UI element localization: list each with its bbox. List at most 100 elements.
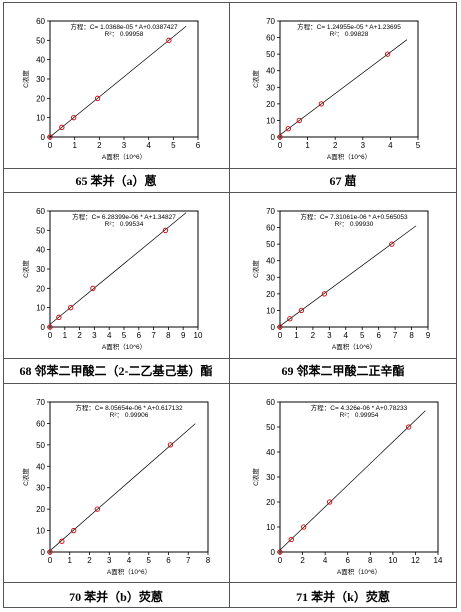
data-point: [68, 305, 74, 311]
x-tick-label: 4: [323, 556, 328, 565]
x-tick-label: 2: [333, 141, 338, 150]
equation-label: 方程：C= 7.31061e-06 * A+0.565053: [300, 212, 408, 221]
y-axis-label: C浓度: [21, 468, 30, 486]
x-axis-label: A面积（10^6）: [337, 567, 381, 576]
r2-label: R²： 0.99534: [105, 221, 144, 228]
y-tick-label: 20: [266, 100, 275, 109]
x-tick-label: 4: [388, 141, 393, 150]
y-tick-label: 50: [266, 50, 275, 59]
x-tick-label: 0: [48, 331, 53, 340]
y-tick-label: 40: [36, 462, 45, 471]
data-point: [288, 536, 294, 543]
caption-68: 68 邻苯二甲酸二（2-二乙基己基）酯: [19, 364, 213, 378]
x-axis-label: A面积（10^6）: [332, 342, 376, 351]
x-tick-label: 6: [376, 331, 381, 340]
row-divider: [3, 192, 457, 193]
y-tick-label: 70: [36, 398, 45, 407]
x-tick-label: 10: [194, 331, 203, 340]
x-tick-label: 2: [311, 331, 316, 340]
x-tick-label: 8: [166, 331, 171, 340]
y-tick-label: 0: [41, 323, 46, 332]
data-point: [59, 124, 65, 130]
x-tick-label: 6: [137, 331, 142, 340]
r2-label: R²： 0.99906: [110, 412, 149, 419]
x-tick-label: 3: [122, 141, 127, 150]
y-tick-label: 40: [36, 56, 45, 65]
y-tick-label: 50: [36, 226, 45, 235]
data-point: [301, 524, 307, 530]
x-tick-label: 0: [48, 556, 53, 565]
x-tick-label: 7: [186, 556, 191, 565]
y-tick-label: 0: [271, 133, 276, 142]
row-divider: [3, 383, 457, 384]
row-divider: [3, 168, 457, 169]
x-tick-label: 8: [206, 556, 211, 565]
x-tick-label: 6: [196, 141, 201, 150]
x-axis-label: A面积（10^6）: [102, 152, 146, 161]
data-point: [321, 291, 328, 297]
x-axis-label: A面积（10^6）: [107, 567, 151, 576]
y-tick-label: 60: [266, 224, 275, 233]
x-tick-label: 2: [87, 556, 92, 565]
x-tick-label: 4: [107, 331, 112, 340]
x-tick-label: 5: [360, 331, 365, 340]
data-point: [90, 285, 96, 291]
table-border: [3, 2, 457, 608]
equation-label: 方程：C= 8.05654e-06 * A+0.617132: [75, 403, 183, 412]
caption-65: 65 苯并（a）蒽: [75, 174, 157, 188]
y-tick-label: 30: [36, 265, 45, 274]
equation-label: 方程：C= 1.0368e-05 * A+0.0387427: [70, 22, 178, 31]
x-tick-label: 4: [146, 141, 151, 150]
x-tick-label: 3: [107, 556, 112, 565]
caption-71: 71 苯并（k）荧蒽: [296, 590, 390, 604]
y-tick-label: 0: [41, 548, 46, 557]
y-tick-label: 30: [266, 273, 275, 282]
caption-70: 70 苯并（b）荧蒽: [69, 590, 163, 604]
y-tick-label: 10: [266, 116, 275, 125]
x-tick-label: 2: [97, 141, 102, 150]
y-tick-label: 40: [266, 257, 275, 266]
data-point: [327, 499, 333, 505]
x-tick-label: 10: [388, 556, 397, 565]
data-point: [277, 549, 283, 555]
x-tick-label: 4: [127, 556, 132, 565]
data-point: [56, 314, 62, 320]
x-tick-label: 4: [344, 331, 349, 340]
column-divider: [229, 2, 230, 608]
x-axis-label: A面积（10^6）: [327, 152, 371, 161]
y-tick-label: 40: [36, 246, 45, 255]
data-point: [47, 134, 53, 140]
plot-frame: [49, 210, 199, 328]
data-point: [71, 527, 77, 534]
y-tick-label: 40: [266, 67, 275, 76]
y-tick-label: 60: [266, 34, 275, 43]
equation-label: 方程：C= 6.28399e-06 * A+1.34827: [72, 212, 176, 221]
y-axis-label: C浓度: [251, 468, 260, 486]
y-tick-label: 10: [36, 527, 45, 536]
data-point: [285, 126, 291, 132]
data-point: [277, 324, 283, 330]
equation-label: 方程：C= 4.326e-06 * A+0.78233: [311, 403, 408, 412]
x-tick-label: 12: [411, 556, 420, 565]
y-tick-label: 10: [36, 114, 45, 123]
data-point: [167, 442, 174, 448]
x-tick-label: 5: [171, 141, 176, 150]
data-point: [59, 538, 65, 544]
y-tick-label: 50: [36, 441, 45, 450]
x-tick-label: 3: [92, 331, 97, 340]
data-point: [94, 506, 101, 512]
x-tick-label: 3: [361, 141, 366, 150]
y-tick-label: 20: [36, 94, 45, 103]
x-tick-label: 8: [368, 556, 373, 565]
fit-line: [49, 423, 196, 551]
x-tick-label: 6: [166, 556, 171, 565]
y-tick-label: 30: [266, 83, 275, 92]
x-tick-label: 9: [426, 331, 431, 340]
x-tick-label: 14: [434, 556, 443, 565]
x-tick-label: 5: [122, 331, 127, 340]
x-tick-label: 7: [151, 331, 156, 340]
x-tick-label: 3: [327, 331, 332, 340]
y-tick-label: 30: [36, 484, 45, 493]
